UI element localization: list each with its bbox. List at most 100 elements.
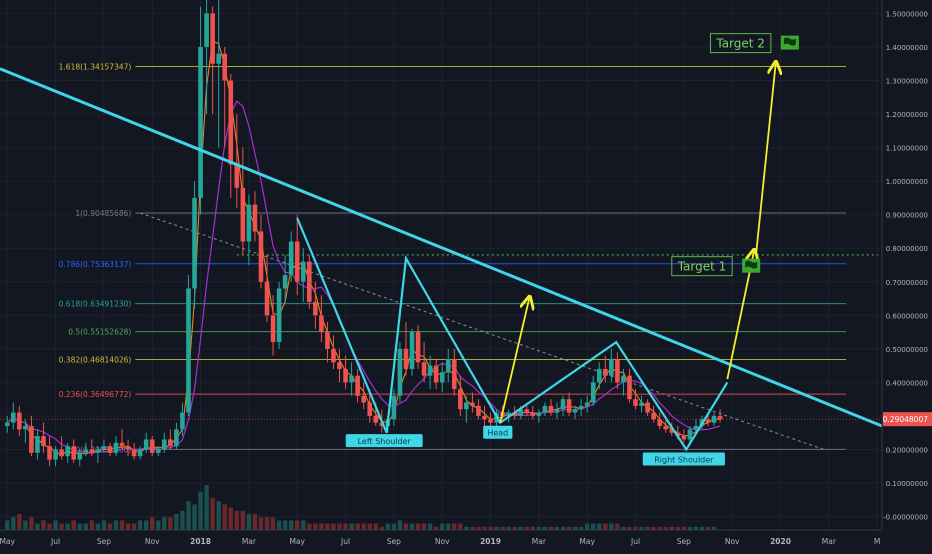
volume-bar [204, 485, 209, 530]
volume-bar [29, 517, 34, 530]
candle-body [379, 422, 385, 427]
volume-bar [264, 517, 270, 530]
candle-body [717, 415, 723, 420]
candle-body [681, 436, 687, 440]
fib-level-label: 0.786(0.75363137) [59, 260, 132, 269]
flag-icon-emblem [783, 37, 796, 46]
candle-body [518, 409, 524, 416]
volume-bar [198, 491, 203, 530]
candle-body [294, 241, 300, 282]
candle-body [192, 197, 197, 289]
volume-bar [494, 526, 499, 530]
price-tick-label: 1.20000000 [886, 111, 928, 119]
candle-body [53, 449, 58, 460]
price-tick-label: -0.00000000 [883, 514, 928, 522]
volume-bar [5, 520, 10, 530]
candle-body [125, 446, 131, 450]
volume-bar [512, 526, 517, 530]
volume-bar [427, 523, 433, 530]
price-tick-label: 0.10000000 [886, 480, 928, 488]
volume-bar [506, 526, 511, 530]
price-axis-background [882, 0, 932, 550]
candle-body [506, 412, 511, 416]
candle-body [300, 261, 306, 282]
current-price-label: 0.29048007 [883, 415, 929, 424]
fib-level-label: 1(0.90485686) [75, 209, 131, 218]
pattern-label-text: Head [487, 429, 508, 438]
volume-bar [143, 520, 149, 530]
volume-bar [669, 526, 674, 530]
candle-body [47, 446, 52, 460]
time-tick-label: 2018 [190, 537, 211, 546]
pattern-label: Head [483, 425, 513, 439]
candle-body [355, 375, 360, 396]
candle-body [155, 449, 161, 453]
time-tick-label: 2020 [770, 537, 791, 546]
volume-bar [379, 526, 384, 530]
fib-level-label: 0.5(0.55152628) [68, 328, 131, 337]
volume-bar [355, 523, 360, 530]
volume-bar [246, 514, 252, 530]
candle-body [137, 449, 143, 457]
price-tick-label: 1.40000000 [886, 44, 928, 52]
candle-body [687, 429, 693, 440]
candle-body [282, 275, 288, 289]
candle-body [95, 449, 101, 453]
candle-body [554, 409, 560, 413]
volume-bar [464, 526, 469, 530]
projection-arrow [499, 299, 529, 423]
volume-bar [295, 520, 300, 530]
volume-bar [597, 523, 602, 530]
volume-bar [482, 526, 487, 530]
candle-body [439, 372, 445, 383]
time-axis-background [0, 530, 932, 550]
price-axis: 1.50000000 1.40000000 1.30000000 1.20000000… [881, 0, 932, 550]
volume-bar [397, 520, 403, 530]
volume-bar [101, 520, 107, 530]
candle-body [445, 358, 451, 373]
volume-bar [609, 523, 614, 530]
candle-body [246, 204, 252, 242]
time-axis: May Jul Sep Nov 2018 Mar May Jul Sep Nov 2019 Mar Ma… [0, 529, 932, 550]
candle-body [29, 426, 34, 453]
volume-bar [572, 526, 578, 530]
volume-bar [216, 501, 221, 530]
pattern-label-text: Left Shoulder [358, 437, 412, 446]
volume-bar [621, 526, 626, 530]
time-tick-label: Mar [532, 537, 547, 546]
volume-bar [687, 526, 693, 530]
volume-bar [578, 526, 584, 530]
time-tick-label: Sep [677, 537, 691, 546]
volume-bar [349, 523, 354, 530]
volume-series [5, 485, 717, 530]
time-tick-label: May [579, 537, 595, 546]
candle-body [693, 426, 699, 430]
volume-bar [591, 523, 596, 530]
volume-bar [391, 523, 397, 530]
volume-bar [95, 523, 101, 530]
volume-bar [168, 517, 173, 530]
candle-body [222, 53, 228, 81]
volume-bar [131, 523, 137, 530]
candle-body [590, 382, 596, 403]
volume-bar [409, 523, 415, 530]
target-box [671, 256, 733, 277]
pattern-label-text: Right Shoulder [654, 456, 714, 465]
volume-bar [17, 514, 22, 530]
candle-body [596, 368, 602, 383]
candle-body [705, 419, 711, 423]
volume-bar [228, 507, 233, 530]
time-tick-label: Nov [145, 537, 160, 546]
volume-bar [657, 526, 662, 530]
volume-bar [403, 523, 409, 530]
candle-body [288, 241, 294, 276]
volume-bar [47, 523, 52, 530]
candle-body [361, 395, 366, 403]
time-tick-label: Mar [822, 537, 837, 546]
projection-arrow [726, 252, 754, 380]
volume-bar [186, 501, 191, 530]
candle-body [645, 402, 650, 413]
volume-bar [633, 526, 638, 530]
